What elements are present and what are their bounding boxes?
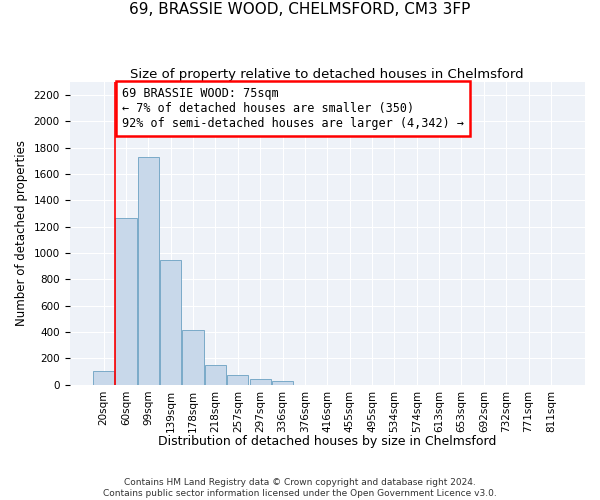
X-axis label: Distribution of detached houses by size in Chelmsford: Distribution of detached houses by size … bbox=[158, 434, 496, 448]
Bar bbox=[272, 382, 293, 384]
Y-axis label: Number of detached properties: Number of detached properties bbox=[15, 140, 28, 326]
Bar bbox=[115, 218, 137, 384]
Bar bbox=[182, 330, 203, 384]
Text: 69, BRASSIE WOOD, CHELMSFORD, CM3 3FP: 69, BRASSIE WOOD, CHELMSFORD, CM3 3FP bbox=[130, 2, 470, 18]
Title: Size of property relative to detached houses in Chelmsford: Size of property relative to detached ho… bbox=[130, 68, 524, 80]
Text: 69 BRASSIE WOOD: 75sqm
← 7% of detached houses are smaller (350)
92% of semi-det: 69 BRASSIE WOOD: 75sqm ← 7% of detached … bbox=[122, 87, 464, 130]
Bar bbox=[227, 375, 248, 384]
Text: Contains HM Land Registry data © Crown copyright and database right 2024.
Contai: Contains HM Land Registry data © Crown c… bbox=[103, 478, 497, 498]
Bar bbox=[250, 379, 271, 384]
Bar bbox=[93, 370, 114, 384]
Bar bbox=[205, 365, 226, 384]
Bar bbox=[160, 260, 181, 384]
Bar bbox=[137, 157, 159, 384]
